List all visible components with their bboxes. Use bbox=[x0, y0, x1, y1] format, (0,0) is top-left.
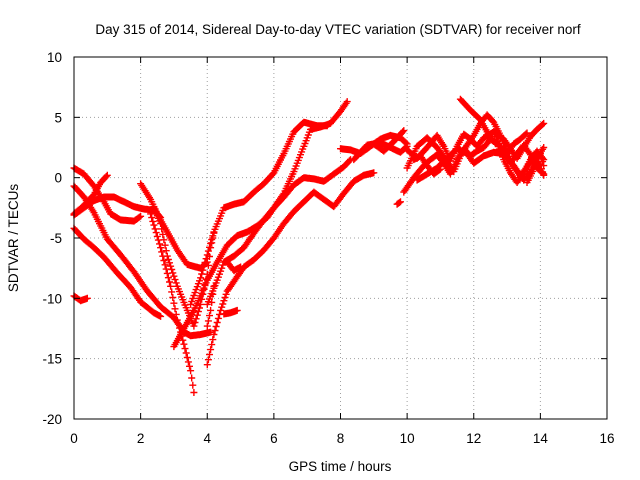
y-tick-label: 0 bbox=[54, 171, 62, 186]
y-tick-label: -10 bbox=[42, 291, 62, 306]
y-tick-label: 5 bbox=[54, 110, 62, 125]
series-arc-14 bbox=[223, 258, 245, 275]
tick-marks bbox=[73, 56, 608, 420]
x-tick-label: 0 bbox=[70, 431, 78, 446]
x-tick-label: 16 bbox=[599, 431, 614, 446]
series-arc-16 bbox=[203, 282, 218, 330]
data-point-markers bbox=[370, 127, 408, 155]
x-axis-label: GPS time / hours bbox=[289, 459, 392, 474]
x-tick-label: 12 bbox=[466, 431, 481, 446]
x-tick-label: 8 bbox=[337, 431, 345, 446]
x-tick-label: 2 bbox=[137, 431, 145, 446]
data-point-markers bbox=[410, 152, 444, 178]
y-tick-label: -5 bbox=[50, 231, 62, 246]
series-arc-15 bbox=[220, 306, 241, 318]
x-tick-label: 4 bbox=[203, 431, 211, 446]
y-axis-label: SDTVAR / TECUs bbox=[6, 184, 21, 293]
series-arc-9 bbox=[147, 210, 198, 396]
y-tick-label: -20 bbox=[42, 412, 62, 427]
data-point-markers bbox=[187, 118, 331, 308]
x-tick-label: 14 bbox=[533, 431, 549, 446]
y-tick-labels: -20 -15 -10 -5 0 5 10 bbox=[42, 50, 62, 427]
data-point-markers bbox=[203, 156, 354, 308]
series-arc-25 bbox=[410, 152, 444, 178]
series-arc-12 bbox=[203, 156, 354, 308]
data-point-markers bbox=[506, 141, 548, 178]
data-point-markers bbox=[393, 198, 404, 208]
data-point-markers bbox=[147, 210, 198, 396]
chart-title: Day 315 of 2014, Sidereal Day-to-day VTE… bbox=[95, 22, 580, 37]
data-point-markers bbox=[490, 128, 531, 157]
x-tick-label: 6 bbox=[270, 431, 278, 446]
series-arc-19 bbox=[370, 127, 408, 155]
series-arc-26 bbox=[456, 95, 498, 145]
data-point-markers bbox=[223, 258, 245, 275]
data-point-markers bbox=[220, 306, 241, 318]
series-arc-20 bbox=[393, 198, 404, 208]
series-arc-27 bbox=[490, 128, 531, 157]
series-arc-29 bbox=[506, 141, 548, 178]
data-point-markers bbox=[203, 282, 218, 330]
series-arc-11 bbox=[187, 118, 331, 308]
x-tick-labels: 0 2 4 6 8 10 12 14 16 bbox=[70, 431, 614, 446]
data-point-markers bbox=[456, 95, 498, 145]
x-tick-label: 10 bbox=[400, 431, 415, 446]
y-tick-label: -15 bbox=[42, 352, 62, 367]
y-tick-label: 10 bbox=[47, 50, 62, 65]
grid-lines bbox=[74, 57, 607, 419]
